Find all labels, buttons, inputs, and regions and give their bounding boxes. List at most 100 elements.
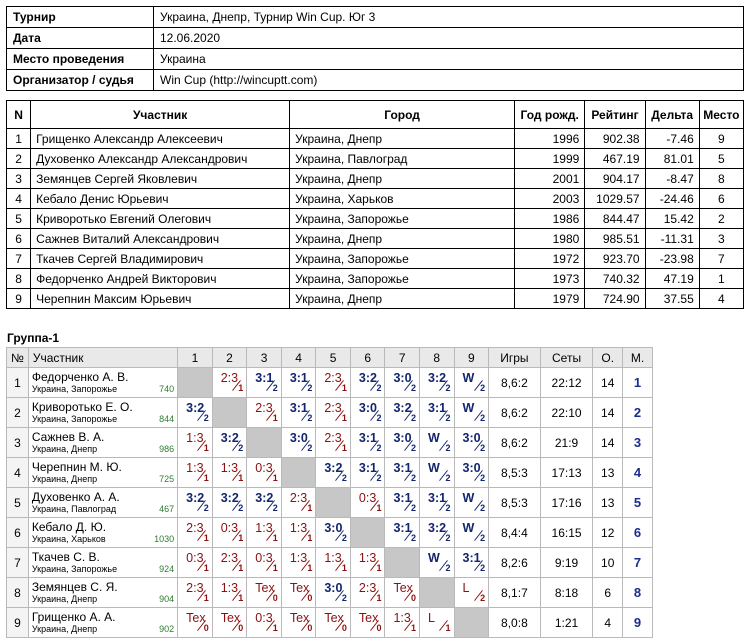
player-name[interactable]: Федорченко А. В. (31, 369, 129, 384)
match-result-cell[interactable]: 2:3 1 (246, 397, 282, 428)
match-result-cell[interactable]: 3:2 2 (177, 487, 213, 518)
match-result-cell[interactable]: 3:0 2 (453, 427, 490, 458)
match-result-cell[interactable]: 3:1 2 (419, 487, 455, 518)
match-result-cell[interactable]: 3:2 2 (384, 397, 420, 428)
player-name[interactable]: Земянцев С. Я. (31, 579, 118, 594)
player-name[interactable]: Ткачев С. В. (31, 549, 100, 564)
match-result-cell[interactable]: 1:3 1 (211, 577, 248, 608)
match-result-cell[interactable]: Tex 0 (315, 607, 351, 638)
match-points: 0 (272, 593, 278, 603)
match-result-cell[interactable]: 0:3 1 (246, 547, 282, 578)
match-result-cell[interactable]: 3:2 2 (419, 367, 455, 398)
match-result-cell[interactable]: 2:3 1 (315, 397, 351, 428)
match-result-cell[interactable]: 2:3 1 (280, 487, 317, 518)
match-result-cell[interactable]: 3:1 2 (384, 517, 420, 548)
participant-city: Украина, Запорожье (289, 268, 516, 289)
match-points: 2 (203, 503, 209, 513)
match-result-cell[interactable]: 3:2 2 (349, 367, 386, 398)
match-result-cell[interactable]: 2:3 1 (315, 427, 351, 458)
match-result-cell[interactable]: 0:3 1 (177, 547, 213, 578)
player-name[interactable]: Кебало Д. Ю. (31, 519, 107, 534)
match-result-cell[interactable]: 3:2 2 (246, 487, 282, 518)
match-result-cell[interactable]: 1:3 1 (246, 517, 282, 548)
match-result-cell[interactable]: Tex 0 (246, 577, 282, 608)
match-result-cell[interactable]: 3:0 2 (280, 427, 317, 458)
match-result-cell[interactable]: 1:3 1 (211, 457, 248, 488)
match-result-cell[interactable]: 2:3 1 (211, 547, 248, 578)
match-result-cell[interactable]: 3:1 2 (419, 397, 455, 428)
match-result-cell[interactable]: 3:1 2 (349, 457, 386, 488)
match-score: 3:0 2 (351, 398, 385, 424)
match-result-cell[interactable]: 1:3 1 (177, 457, 213, 488)
match-points: 1 (307, 533, 313, 543)
match-result-cell[interactable]: 2:3 1 (177, 577, 213, 608)
player-name[interactable]: Сажнев В. А. (31, 429, 105, 444)
match-score-value: 1:3 (289, 521, 308, 535)
group-points: 13 (592, 457, 624, 488)
match-result-cell[interactable]: 0:3 1 (246, 607, 282, 638)
match-result-cell[interactable]: 3:1 2 (246, 367, 282, 398)
player-name[interactable]: Черепнин М. Ю. (31, 459, 122, 474)
match-points: 1 (341, 443, 347, 453)
match-result-cell[interactable]: Tex 0 (280, 577, 317, 608)
match-result-cell[interactable]: 1:3 1 (384, 607, 420, 638)
match-result-cell[interactable]: 1:3 1 (349, 547, 386, 578)
match-result-cell[interactable]: 3:0 2 (384, 427, 420, 458)
match-result-cell[interactable]: 3:2 2 (211, 427, 248, 458)
match-result-cell[interactable]: 2:3 1 (177, 517, 213, 548)
match-result-cell[interactable]: 1:3 1 (315, 547, 351, 578)
match-result-cell[interactable]: 3:2 2 (419, 517, 455, 548)
match-result-cell[interactable]: 3:0 2 (384, 367, 420, 398)
match-result-cell[interactable]: 0:3 1 (211, 517, 248, 548)
match-result-cell[interactable]: 3:0 2 (315, 577, 351, 608)
group-player-cell: Черепнин М. Ю. Украина, Днепр 725 (27, 457, 179, 488)
player-city-text: Украина, Запорожье (31, 563, 118, 574)
match-result-cell[interactable]: 3:1 2 (384, 487, 420, 518)
participant-place: 5 (698, 148, 745, 169)
info-row: Организатор / судья Win Cup (http://wincu… (6, 69, 744, 91)
match-result-cell[interactable]: 3:0 2 (349, 397, 386, 428)
match-result-cell[interactable]: 3:1 2 (349, 427, 386, 458)
player-name[interactable]: Криворотько Е. О. (31, 399, 133, 414)
group-col-header: № (6, 347, 29, 368)
match-result-cell[interactable]: Tex 0 (384, 577, 420, 608)
match-result-cell[interactable]: 3:1 2 (384, 457, 420, 488)
match-result-cell[interactable]: 1:3 1 (280, 517, 317, 548)
player-city: Украина, Павлоград 467 (32, 504, 174, 515)
match-result-cell[interactable]: Tex 0 (280, 607, 317, 638)
match-result-cell[interactable]: 2:3 1 (211, 367, 248, 398)
match-result-cell[interactable]: 3:2 2 (315, 457, 351, 488)
match-result-cell[interactable]: 3:2 2 (211, 487, 248, 518)
match-points: 2 (203, 413, 209, 423)
match-points: 2 (376, 443, 382, 453)
match-points: 2 (238, 503, 244, 513)
match-result-cell[interactable]: 1:3 1 (177, 427, 213, 458)
match-result-cell[interactable]: 3:1 2 (280, 367, 317, 398)
match-result-cell[interactable]: 3:1 2 (280, 397, 317, 428)
match-score: 2:3 1 (178, 578, 212, 604)
match-result-cell[interactable]: 1:3 1 (280, 547, 317, 578)
player-name[interactable]: Грищенко А. А. (31, 609, 116, 624)
match-result-cell[interactable]: 3:0 2 (315, 517, 351, 548)
match-result-cell[interactable]: Tex 0 (177, 607, 213, 638)
match-result-cell[interactable]: 3:1 2 (453, 547, 490, 578)
match-result-cell[interactable]: 3:2 2 (177, 397, 213, 428)
match-result-cell[interactable]: 0:3 1 (246, 457, 282, 488)
match-result-cell[interactable]: 0:3 1 (349, 487, 386, 518)
match-result-cell[interactable]: 3:0 2 (453, 457, 490, 488)
player-city-text: Украина, Днепр (31, 473, 98, 484)
player-name[interactable]: Духовенко А. А. (31, 489, 120, 504)
match-result-cell[interactable]: 2:3 1 (315, 367, 351, 398)
match-result-cell[interactable]: Tex 0 (211, 607, 248, 638)
match-result-cell[interactable]: Tex 0 (349, 607, 386, 638)
match-result-cell[interactable]: 2:3 1 (349, 577, 386, 608)
